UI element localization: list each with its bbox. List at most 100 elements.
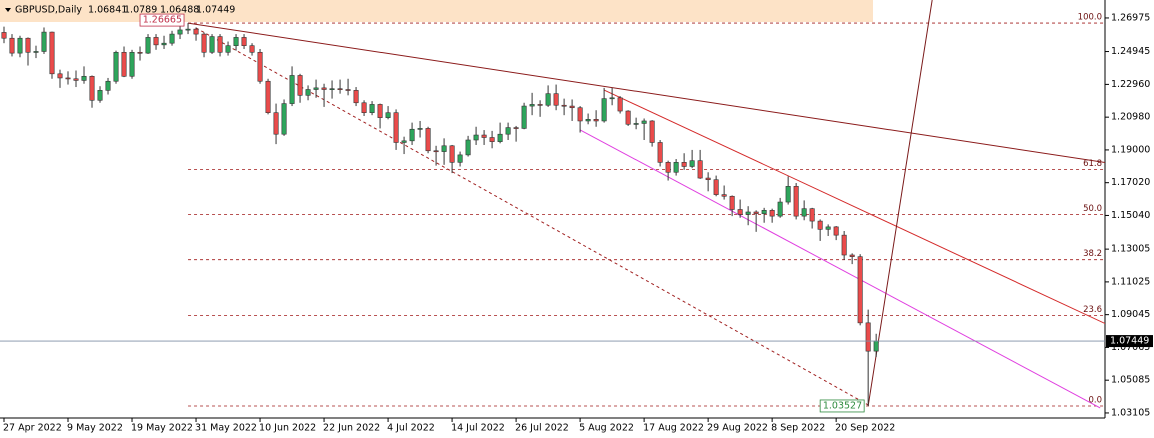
candle-body: [601, 98, 607, 122]
x-tick-label: 14 Jul 2022: [451, 423, 505, 434]
candle-body: [81, 75, 87, 81]
candle-body: [721, 194, 727, 197]
x-tick-label: 29 Aug 2022: [707, 423, 768, 434]
y-tick-label: 1.13005: [1111, 244, 1150, 255]
candle-body: [841, 234, 847, 256]
x-tick-label: 17 Aug 2022: [643, 423, 704, 434]
candle-body: [177, 29, 183, 35]
x-tick-label: 8 Sep 2022: [771, 423, 825, 434]
x-tick-label: 31 May 2022: [195, 423, 257, 434]
y-tick-label: 1.19000: [1111, 144, 1150, 155]
candle-body: [217, 36, 223, 53]
candle-body: [633, 123, 639, 125]
candle-body: [313, 87, 319, 90]
candle-body: [329, 88, 335, 90]
candle-body: [793, 186, 799, 217]
candle-body: [617, 97, 623, 112]
header-open: 1.06841: [88, 5, 127, 16]
candle-body: [129, 51, 135, 77]
candle-body: [65, 77, 71, 80]
candle-body: [649, 120, 655, 143]
y-tick-label: 1.05085: [1111, 375, 1150, 386]
candle-body: [753, 211, 759, 214]
candle-body: [433, 150, 439, 153]
candle-body: [729, 195, 735, 210]
x-tick-label: 20 Sep 2022: [835, 423, 895, 434]
y-tick-label: 1.09045: [1111, 309, 1150, 320]
candle-body: [657, 142, 663, 163]
fib-level-label: 61.8: [1083, 159, 1102, 169]
candle-body: [425, 128, 431, 152]
candle-body: [41, 31, 47, 52]
candle-body: [9, 37, 15, 54]
candle-body: [225, 45, 231, 53]
symbol: GBPUSD,Daily: [15, 5, 82, 16]
candle-body: [409, 128, 415, 142]
y-tick-label: 1.20980: [1111, 112, 1150, 123]
candle-body: [737, 209, 743, 215]
candle-body: [113, 51, 119, 82]
candle-body: [457, 154, 463, 163]
fib-anchor-box: [819, 399, 865, 413]
y-tick-label: 1.11025: [1111, 276, 1150, 287]
candle-body: [809, 208, 815, 222]
candle-body: [689, 160, 695, 167]
candle-body: [585, 119, 591, 122]
x-tick-label: 4 Jul 2022: [387, 423, 435, 434]
candle-body: [833, 226, 839, 236]
candle-body: [857, 256, 863, 324]
candle-body: [417, 128, 423, 130]
candle-body: [385, 112, 391, 118]
candle-body: [825, 226, 831, 230]
candle-body: [441, 145, 447, 152]
candle-body: [745, 211, 751, 215]
x-tick-label: 5 Aug 2022: [579, 423, 634, 434]
candle-body: [817, 220, 823, 230]
x-tick-label: 10 Jun 2022: [259, 423, 316, 434]
candle-body: [265, 80, 271, 113]
candle-body: [713, 179, 719, 195]
candle-body: [393, 112, 399, 143]
fib-level-label: 38.2: [1083, 249, 1102, 259]
fib-anchor-label: 1.26665: [143, 15, 182, 26]
candle-body: [697, 160, 703, 179]
candle-body: [377, 104, 383, 118]
x-tick-label: 9 May 2022: [67, 423, 123, 434]
candle-body: [73, 78, 79, 81]
candle-body: [257, 51, 263, 82]
x-tick-label: 27 Apr 2022: [3, 423, 62, 434]
candle-body: [609, 97, 615, 100]
candle-body: [537, 104, 543, 106]
header-panel: [0, 0, 873, 22]
candle-body: [865, 322, 871, 352]
candle-body: [249, 45, 255, 53]
candle-body: [121, 51, 127, 77]
candle-body: [273, 112, 279, 135]
trendline: [603, 89, 1105, 325]
candle-body: [777, 201, 783, 217]
header-low: 1.06488: [160, 5, 199, 16]
candle-body: [561, 104, 567, 107]
candle-body: [449, 145, 455, 163]
candle-body: [297, 75, 303, 96]
candle-body: [625, 110, 631, 125]
candle-body: [33, 51, 39, 53]
candle-body: [161, 42, 167, 46]
candle-body: [801, 208, 807, 217]
candle-body: [505, 127, 511, 135]
candle-body: [353, 90, 359, 104]
candle-body: [473, 134, 479, 141]
candle-body: [281, 103, 287, 135]
candle-body: [849, 254, 855, 257]
candle-body: [193, 28, 199, 35]
candle-body: [321, 87, 327, 90]
candle-body: [169, 33, 175, 44]
fib-level-label: 50.0: [1083, 204, 1102, 214]
candle-body: [185, 28, 191, 31]
fib-level-label: 100.0: [1078, 13, 1102, 23]
x-tick-label: 26 Jul 2022: [515, 423, 569, 434]
y-tick-label: 1.07065: [1111, 342, 1150, 353]
header-arrow: [5, 8, 11, 12]
candle-body: [705, 177, 711, 181]
